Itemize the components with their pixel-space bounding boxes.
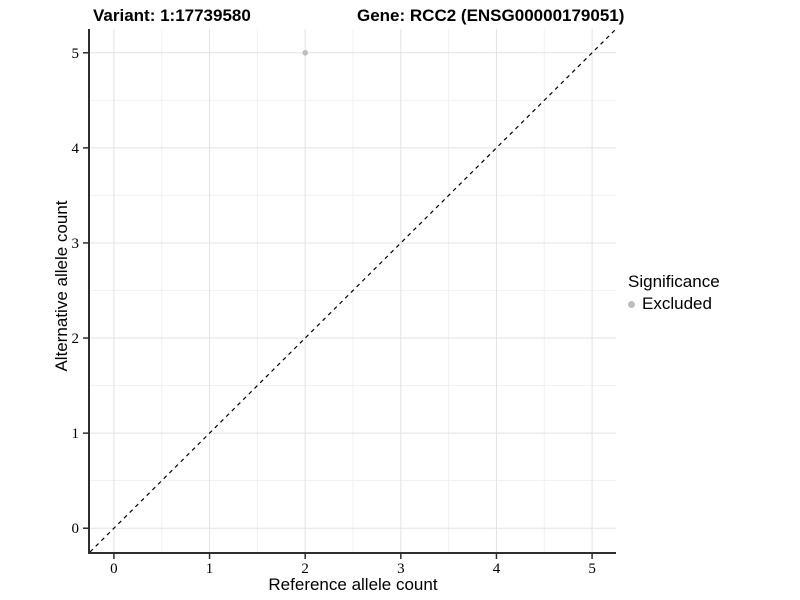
legend: Significance Excluded [628,272,720,314]
svg-text:2: 2 [72,331,80,347]
svg-text:1: 1 [72,426,80,442]
legend-label-excluded: Excluded [642,294,712,313]
svg-text:5: 5 [588,561,596,577]
svg-text:2: 2 [301,561,309,577]
y-axis-title: Alternative allele count [52,200,71,372]
plot-title-gene: Gene: RCC2 (ENSG00000179051) [357,6,625,25]
x-axis-title: Reference allele count [268,575,438,594]
svg-text:0: 0 [72,521,80,537]
legend-title: Significance [628,272,720,291]
svg-text:3: 3 [72,236,80,252]
legend-marker-excluded-icon [628,300,635,308]
svg-text:5: 5 [72,46,80,62]
svg-text:4: 4 [493,561,501,577]
plot-title-variant: Variant: 1:17739580 [93,6,251,25]
svg-text:4: 4 [72,141,80,157]
svg-text:3: 3 [397,561,405,577]
svg-text:0: 0 [110,561,118,577]
svg-text:1: 1 [206,561,214,577]
legend-item-excluded: Excluded [628,294,720,314]
